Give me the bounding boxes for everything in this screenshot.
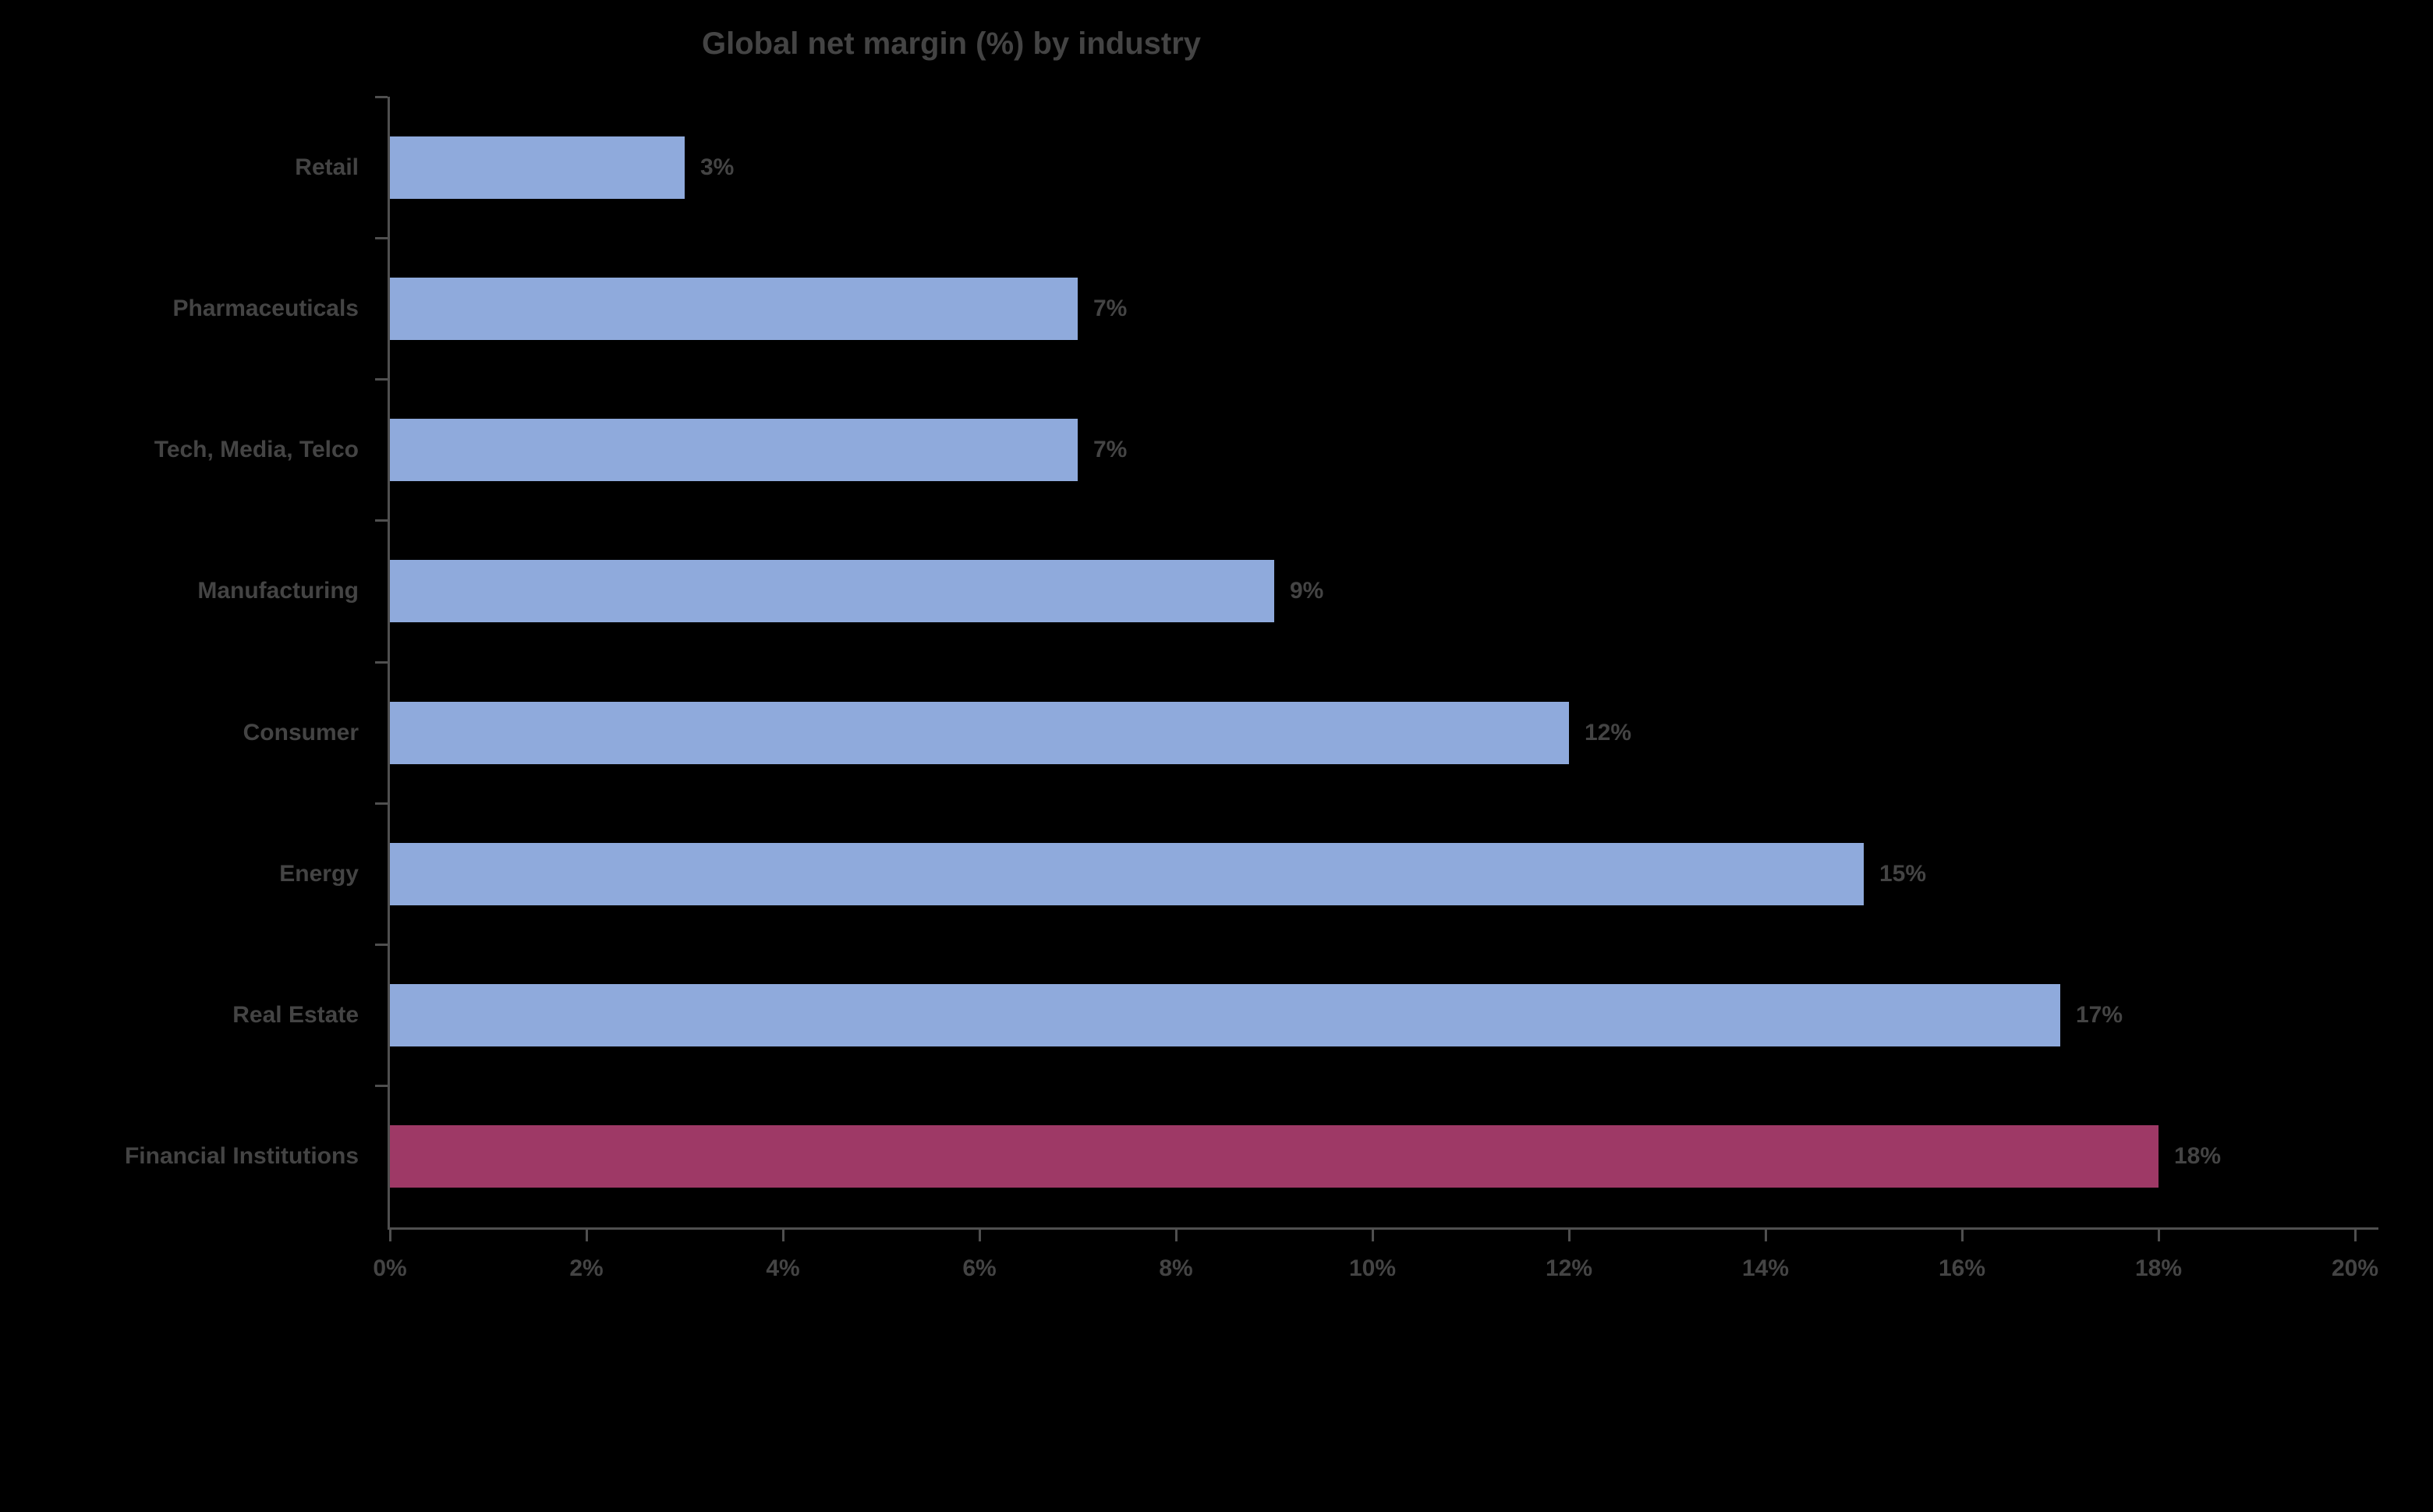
x-tick (1764, 1230, 1767, 1241)
value-label: 15% (1879, 860, 1927, 887)
bar (390, 842, 1864, 905)
category-label: Real Estate (232, 1002, 359, 1029)
bar-row: Manufacturing 9% (0, 521, 2433, 662)
x-tick-label: 20% (2331, 1255, 2379, 1281)
plot-area: Retail 3% Pharmaceuticals 7% Tech, Media, Te… (0, 95, 2433, 1422)
category-label: Energy (279, 860, 359, 887)
x-tick-label: 4% (766, 1255, 800, 1281)
value-label: 17% (2076, 1002, 2123, 1029)
bar (390, 419, 1078, 482)
x-tick-label: 2% (569, 1255, 604, 1281)
category-label: Pharmaceuticals (172, 295, 359, 321)
y-axis-line (388, 97, 390, 1230)
x-tick-label: 12% (1545, 1255, 1593, 1281)
bar-row: Consumer 12% (0, 662, 2433, 803)
x-tick-label: 18% (2134, 1255, 2183, 1281)
bar (390, 277, 1078, 340)
y-tick (375, 236, 388, 239)
bar (390, 701, 1569, 764)
y-tick (375, 944, 388, 946)
value-label: 7% (1093, 295, 1128, 321)
x-tick (978, 1230, 981, 1241)
x-tick (1567, 1230, 1571, 1241)
x-tick (781, 1230, 784, 1241)
x-tick-label: 6% (962, 1255, 997, 1281)
y-tick (375, 660, 388, 664)
x-tick (1174, 1230, 1178, 1241)
value-label: 9% (1290, 578, 1324, 604)
bar-row: Real Estate 17% (0, 945, 2433, 1086)
x-tick-label: 16% (1938, 1255, 1986, 1281)
x-tick (388, 1230, 391, 1241)
x-tick-label: 8% (1159, 1255, 1193, 1281)
x-tick (2157, 1230, 2160, 1241)
x-tick (1371, 1230, 1374, 1241)
bar (390, 984, 2060, 1047)
x-tick (585, 1230, 588, 1241)
bar-row: Pharmaceuticals 7% (0, 238, 2433, 379)
value-label: 12% (1585, 719, 1632, 745)
x-axis-line (388, 1227, 2378, 1230)
y-tick (375, 1085, 388, 1088)
x-tick-label: 0% (373, 1255, 407, 1281)
y-tick (375, 95, 388, 98)
x-tick (1960, 1230, 1964, 1241)
value-label: 3% (700, 154, 735, 180)
bar-row: Tech, Media, Telco 7% (0, 380, 2433, 521)
category-label: Consumer (243, 719, 359, 745)
category-label: Tech, Media, Telco (154, 437, 359, 463)
category-label: Financial Institutions (124, 1143, 359, 1170)
bar-row: Energy 15% (0, 803, 2433, 944)
bar (390, 1125, 2159, 1188)
value-label: 7% (1093, 437, 1128, 463)
y-tick (375, 378, 388, 381)
chart-title: Global net margin (%) by industry (701, 27, 1202, 61)
category-label: Retail (295, 154, 359, 180)
bar-row: Retail 3% (0, 97, 2433, 238)
x-tick-label: 10% (1348, 1255, 1397, 1281)
y-tick (375, 519, 388, 522)
y-tick (375, 802, 388, 805)
x-tick-label: 14% (1741, 1255, 1790, 1281)
bar-row: Financial Institutions 18% (0, 1086, 2433, 1227)
bar (390, 136, 685, 199)
bar (390, 560, 1274, 623)
value-label: 18% (2174, 1143, 2222, 1170)
category-label: Manufacturing (197, 578, 359, 604)
x-tick (2353, 1230, 2357, 1241)
